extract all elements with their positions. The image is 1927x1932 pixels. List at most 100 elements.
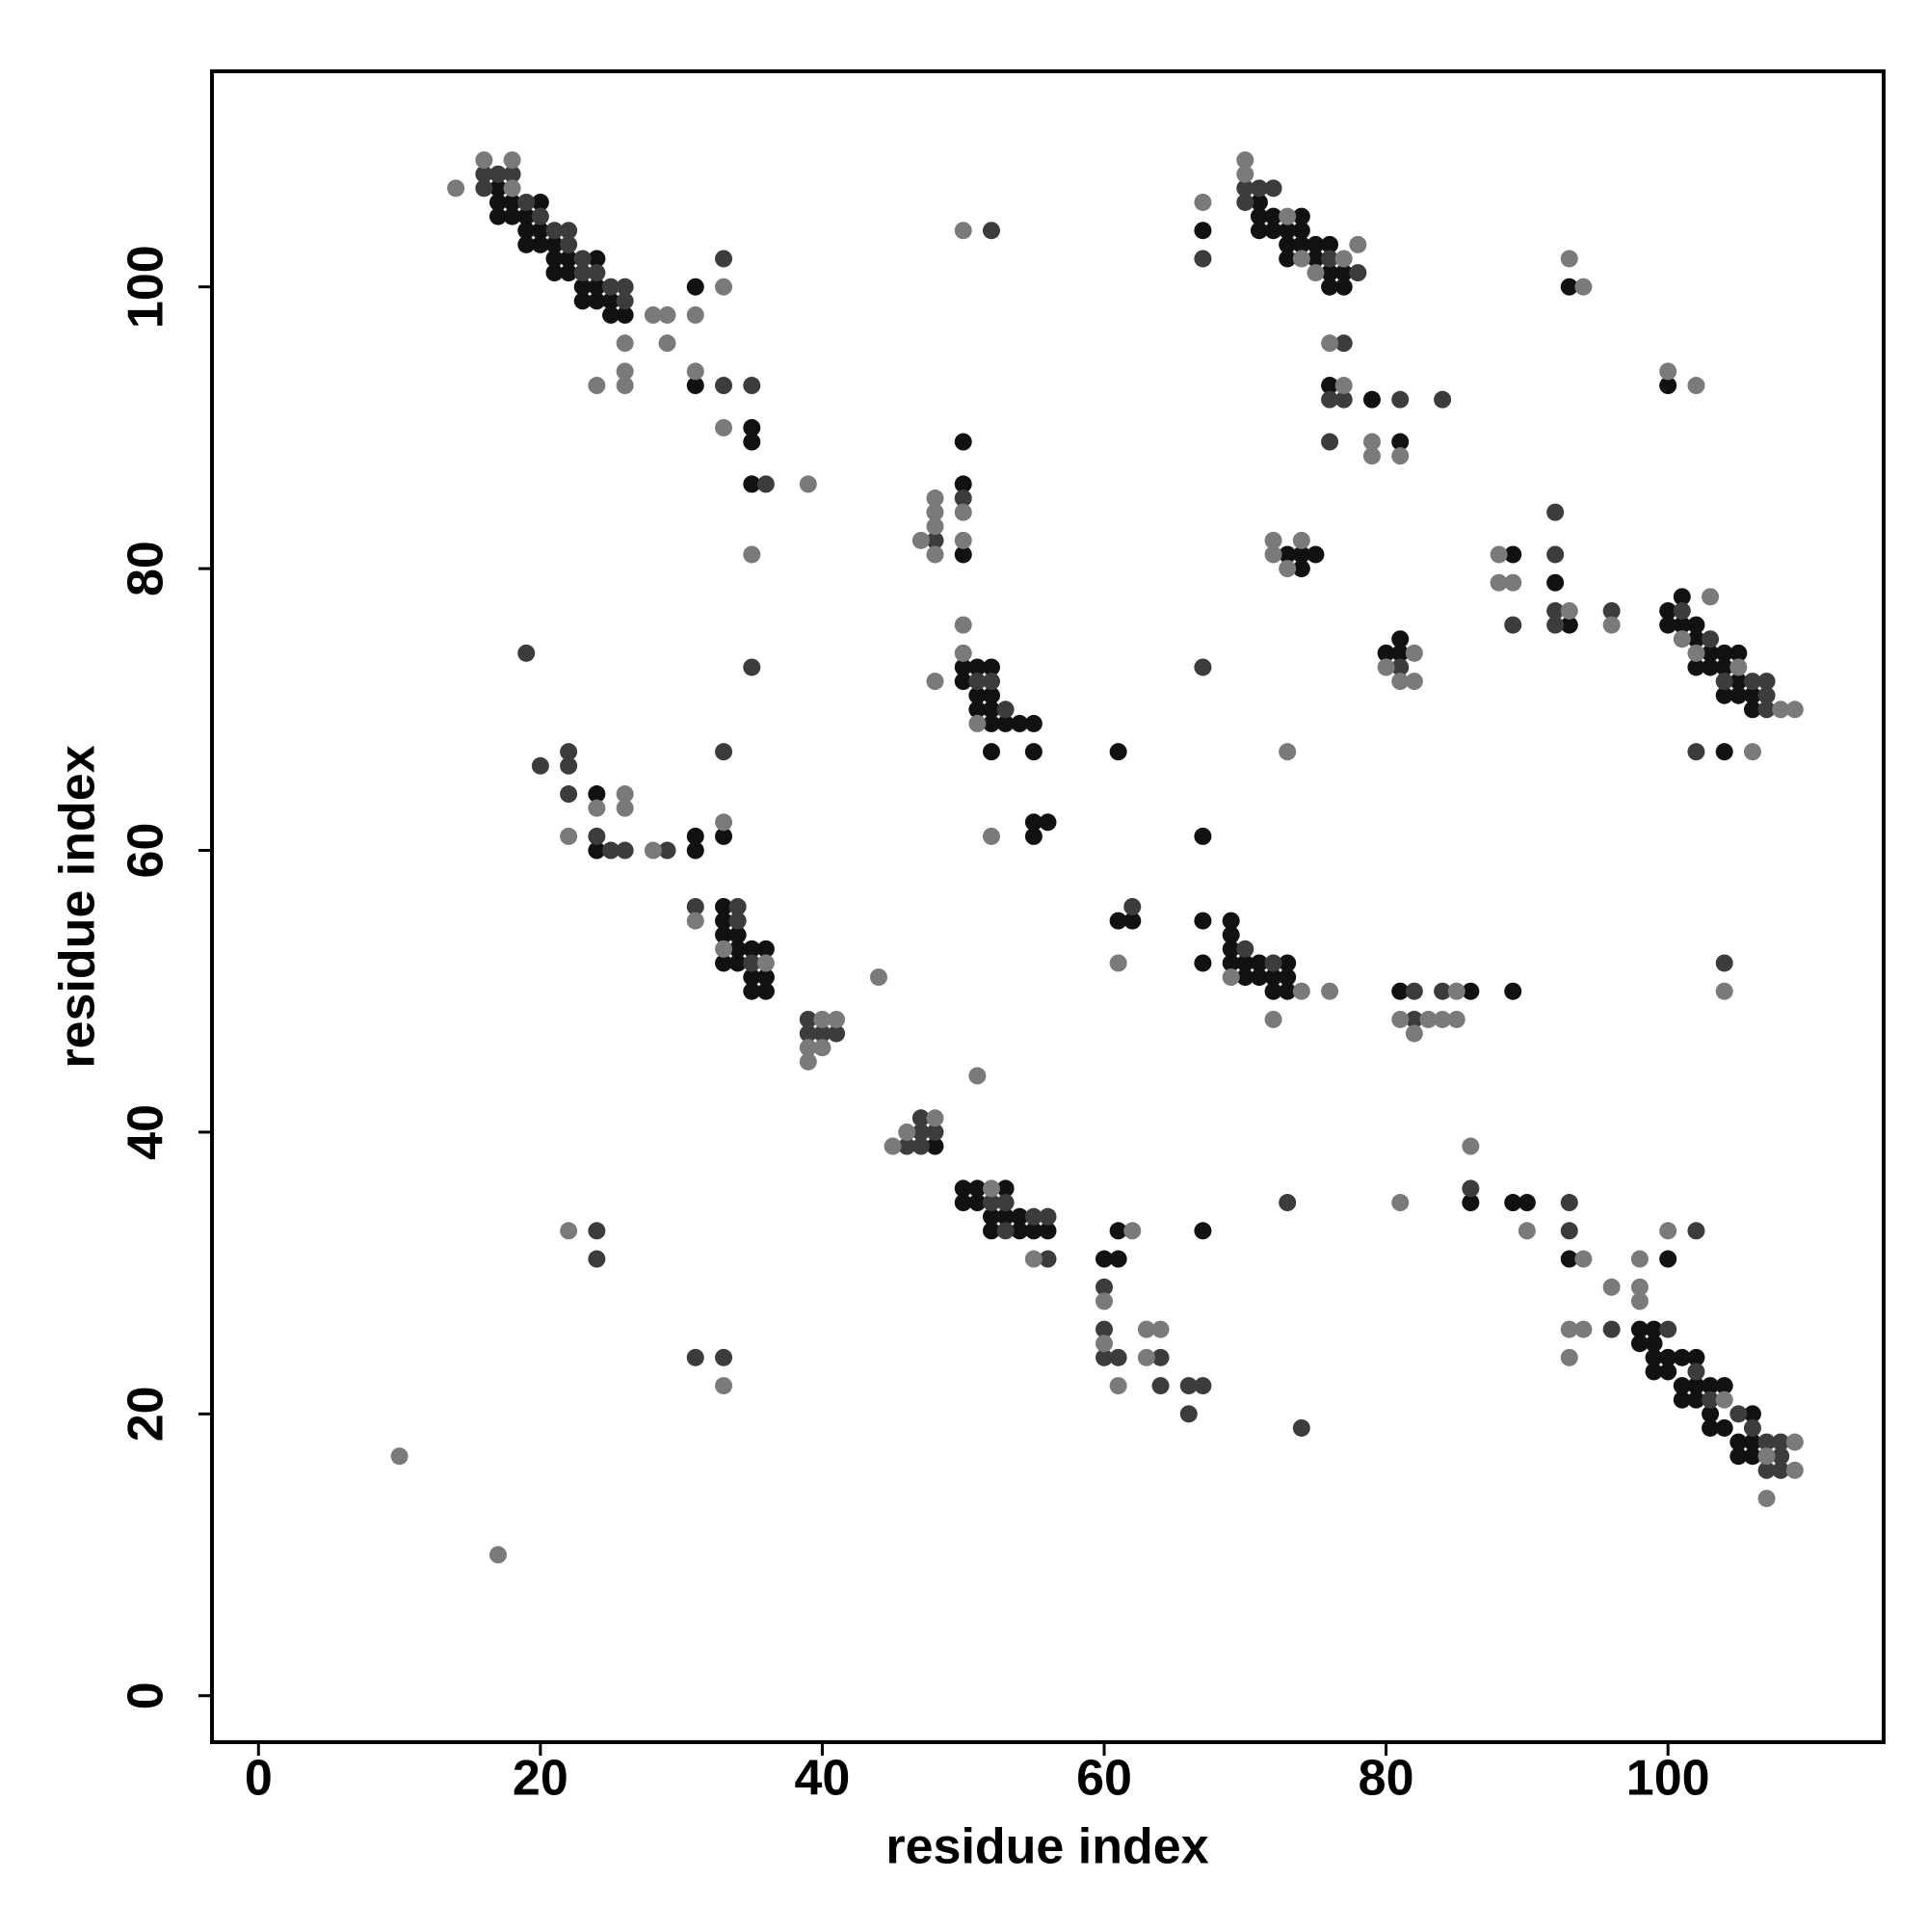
point xyxy=(926,1109,944,1127)
point xyxy=(1602,1278,1621,1296)
point xyxy=(616,799,634,817)
point xyxy=(996,1179,1015,1198)
point xyxy=(588,377,606,395)
point xyxy=(488,193,507,211)
point xyxy=(1546,573,1565,592)
point xyxy=(1024,714,1043,732)
point xyxy=(1659,1222,1677,1240)
point xyxy=(1715,686,1733,704)
point xyxy=(1109,743,1127,761)
point xyxy=(1250,179,1268,198)
point xyxy=(715,813,733,832)
point xyxy=(602,841,620,860)
point xyxy=(1659,616,1677,634)
point xyxy=(1292,531,1310,549)
point xyxy=(1194,250,1212,268)
point xyxy=(1602,1320,1621,1338)
point xyxy=(954,1194,972,1212)
point xyxy=(982,673,1000,691)
point xyxy=(1743,673,1761,691)
y-tick-label: 0 xyxy=(119,1681,174,1709)
point xyxy=(968,701,987,719)
point xyxy=(828,1010,846,1028)
point xyxy=(1109,912,1127,930)
point xyxy=(982,686,1000,704)
point xyxy=(1279,954,1297,972)
point xyxy=(686,278,704,296)
point xyxy=(1702,1390,1720,1409)
point xyxy=(1462,1194,1480,1212)
point xyxy=(1630,1335,1649,1353)
point xyxy=(1264,982,1282,1000)
point xyxy=(560,235,578,253)
point xyxy=(1236,954,1254,972)
point xyxy=(1292,222,1310,240)
point xyxy=(616,278,634,296)
point xyxy=(715,743,733,761)
point xyxy=(1659,1250,1677,1268)
point xyxy=(1250,954,1268,972)
point xyxy=(954,644,972,662)
point xyxy=(488,1546,507,1564)
point xyxy=(531,756,549,775)
point xyxy=(560,250,578,268)
point xyxy=(1024,1250,1043,1268)
point xyxy=(1279,207,1297,225)
point xyxy=(1630,1292,1649,1310)
point xyxy=(1292,250,1310,268)
point xyxy=(1574,1320,1593,1338)
point xyxy=(884,1137,902,1155)
point xyxy=(1151,1377,1170,1395)
point xyxy=(1772,701,1790,719)
point xyxy=(1659,1363,1677,1381)
point xyxy=(715,1377,733,1395)
point xyxy=(1377,658,1395,676)
point xyxy=(1109,1348,1127,1366)
point xyxy=(1391,630,1410,648)
point xyxy=(1560,250,1578,268)
point xyxy=(1715,658,1733,676)
point xyxy=(1702,1377,1720,1395)
point xyxy=(1151,1348,1170,1366)
point xyxy=(686,841,704,860)
point xyxy=(743,418,761,437)
point xyxy=(1279,968,1297,987)
point xyxy=(1024,1207,1043,1226)
point xyxy=(898,1123,916,1141)
point xyxy=(1715,1377,1733,1395)
point xyxy=(954,475,972,493)
point xyxy=(1419,1010,1438,1028)
point xyxy=(588,827,606,845)
point xyxy=(1279,545,1297,564)
point xyxy=(1179,1405,1198,1423)
point xyxy=(573,292,592,310)
point xyxy=(1560,616,1578,634)
point xyxy=(1292,1418,1310,1437)
point xyxy=(686,362,704,381)
point xyxy=(560,1222,578,1240)
point xyxy=(982,1179,1000,1198)
point xyxy=(1560,278,1578,296)
point xyxy=(1560,1348,1578,1366)
point xyxy=(588,250,606,268)
point xyxy=(1391,673,1410,691)
point xyxy=(1405,1010,1423,1028)
point xyxy=(588,264,606,282)
point xyxy=(1645,1348,1663,1366)
point xyxy=(1687,630,1705,648)
point xyxy=(588,841,606,860)
point xyxy=(1715,743,1733,761)
plot-frame xyxy=(210,69,1886,1744)
point xyxy=(1292,207,1310,225)
point xyxy=(1307,250,1325,268)
point xyxy=(1391,390,1410,409)
point xyxy=(1687,743,1705,761)
point xyxy=(982,827,1000,845)
point xyxy=(1279,1194,1297,1212)
point xyxy=(475,179,493,198)
point xyxy=(926,1123,944,1141)
point xyxy=(644,841,662,860)
point xyxy=(1702,1418,1720,1437)
point xyxy=(813,1039,832,1057)
point xyxy=(715,912,733,930)
